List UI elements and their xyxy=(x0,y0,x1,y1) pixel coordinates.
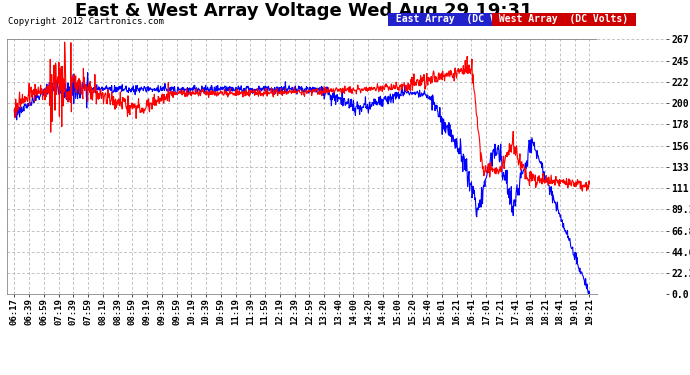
Text: West Array  (DC Volts): West Array (DC Volts) xyxy=(493,14,634,24)
Text: Copyright 2012 Cartronics.com: Copyright 2012 Cartronics.com xyxy=(8,17,164,26)
Text: East & West Array Voltage Wed Aug 29 19:31: East & West Array Voltage Wed Aug 29 19:… xyxy=(75,2,533,20)
Text: East Array  (DC Volts): East Array (DC Volts) xyxy=(390,14,531,24)
